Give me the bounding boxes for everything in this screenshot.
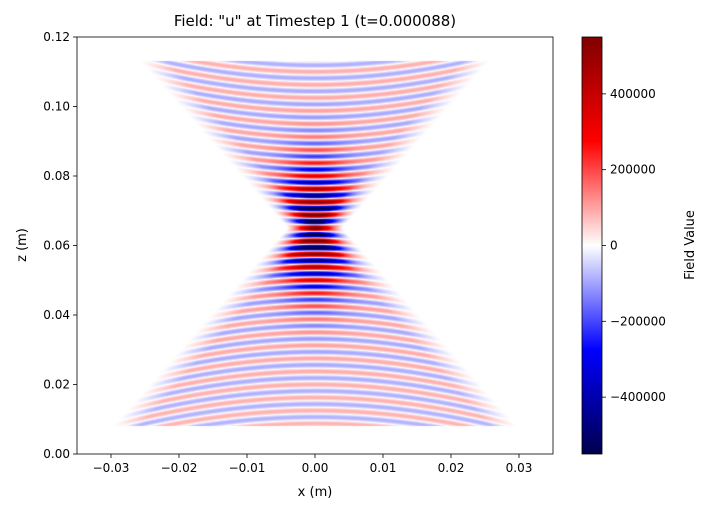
y-axis-label: z (m): [15, 228, 30, 262]
colorbar-tick-label: −400000: [610, 390, 666, 404]
x-tick-label: −0.03: [93, 461, 130, 475]
x-axis-label: x (m): [298, 485, 333, 500]
colorbar-tick-label: −200000: [610, 314, 666, 328]
y-tick-label: 0.04: [43, 308, 70, 322]
colorbar-tick-label: 0: [610, 239, 618, 253]
x-tick-label: −0.02: [161, 461, 198, 475]
x-tick-label: 0.01: [370, 461, 397, 475]
colorbar-tick-label: 400000: [610, 87, 656, 101]
x-tick-label: 0.03: [506, 461, 533, 475]
x-tick-label: −0.01: [229, 461, 266, 475]
x-tick-label: 0.02: [438, 461, 465, 475]
y-tick-label: 0.02: [43, 378, 70, 392]
colorbar: [581, 36, 603, 455]
colorbar-tick-label: 200000: [610, 163, 656, 177]
y-tick-label: 0.12: [43, 30, 70, 44]
y-tick-label: 0.10: [43, 100, 70, 114]
x-tick-label: 0.00: [302, 461, 329, 475]
y-tick-label: 0.08: [43, 169, 70, 183]
y-axis: 0.00 0.02 0.04 0.06 0.08 0.10 0.12: [43, 30, 77, 461]
chart-title: Field: "u" at Timestep 1 (t=0.000088): [174, 12, 456, 30]
y-tick-label: 0.00: [43, 447, 70, 461]
colorbar-label: Field Value: [683, 210, 698, 280]
field-heatmap: [77, 37, 553, 454]
colorbar-axis: 400000 200000 0 −200000 −400000: [602, 87, 666, 404]
y-tick-label: 0.06: [43, 239, 70, 253]
x-axis: −0.03 −0.02 −0.01 0.00 0.01 0.02 0.03: [93, 454, 533, 475]
